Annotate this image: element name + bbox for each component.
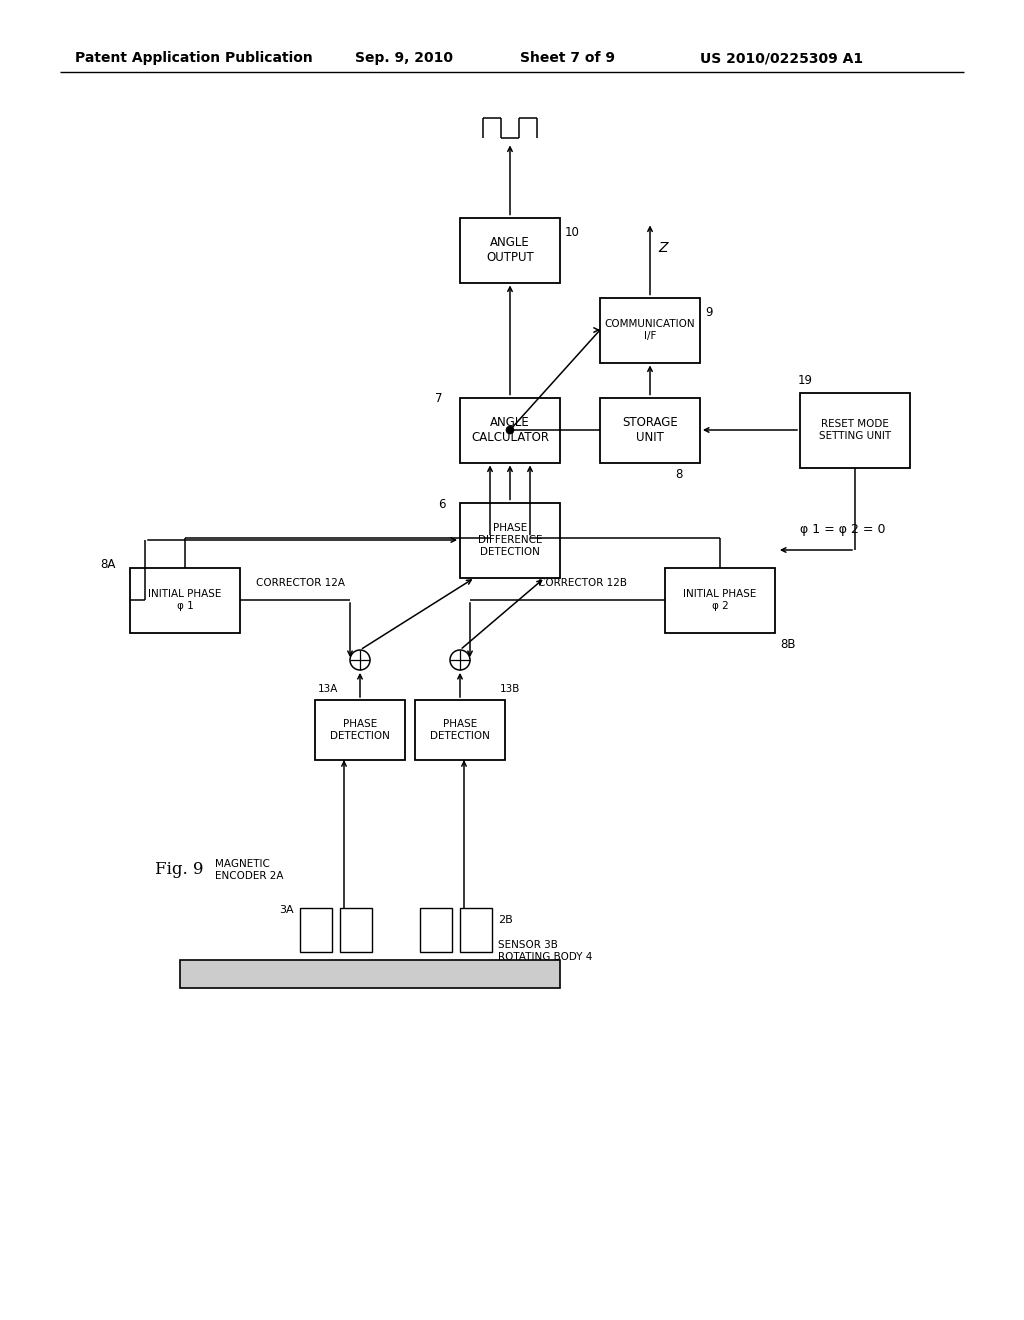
- Text: PHASE
DETECTION: PHASE DETECTION: [430, 719, 489, 741]
- Text: 13B: 13B: [500, 684, 520, 694]
- Text: φ 1 = φ 2 = 0: φ 1 = φ 2 = 0: [800, 524, 886, 536]
- Text: 7: 7: [435, 392, 442, 405]
- Text: PHASE
DIFFERENCE
DETECTION: PHASE DIFFERENCE DETECTION: [478, 524, 543, 557]
- Text: CORRECTOR 12B: CORRECTOR 12B: [538, 578, 627, 587]
- Text: 3A: 3A: [280, 906, 294, 915]
- Text: COMMUNICATION
I/F: COMMUNICATION I/F: [605, 319, 695, 341]
- Bar: [460, 397, 560, 462]
- Text: 19: 19: [798, 375, 813, 388]
- Text: INITIAL PHASE
φ 2: INITIAL PHASE φ 2: [683, 589, 757, 611]
- Text: 2B: 2B: [498, 915, 513, 925]
- Text: 9: 9: [705, 305, 713, 318]
- Text: Patent Application Publication: Patent Application Publication: [75, 51, 312, 65]
- Bar: [460, 218, 560, 282]
- Bar: [300, 908, 332, 952]
- Text: ANGLE
OUTPUT: ANGLE OUTPUT: [486, 236, 534, 264]
- Text: 13A: 13A: [318, 684, 338, 694]
- Text: 10: 10: [565, 226, 580, 239]
- Bar: [415, 700, 505, 760]
- Bar: [460, 908, 492, 952]
- Bar: [180, 960, 560, 987]
- Text: RESET MODE
SETTING UNIT: RESET MODE SETTING UNIT: [819, 420, 891, 441]
- Text: 8B: 8B: [780, 638, 796, 651]
- Text: INITIAL PHASE
φ 1: INITIAL PHASE φ 1: [148, 589, 221, 611]
- Bar: [460, 503, 560, 578]
- Bar: [800, 392, 910, 467]
- Circle shape: [506, 426, 514, 434]
- Text: ANGLE
CALCULATOR: ANGLE CALCULATOR: [471, 416, 549, 444]
- Text: 8A: 8A: [100, 557, 116, 570]
- Bar: [315, 700, 406, 760]
- Text: Fig. 9: Fig. 9: [155, 862, 204, 879]
- Text: US 2010/0225309 A1: US 2010/0225309 A1: [700, 51, 863, 65]
- Bar: [665, 568, 775, 632]
- Bar: [420, 908, 452, 952]
- Text: 8: 8: [675, 467, 682, 480]
- Text: STORAGE
UNIT: STORAGE UNIT: [623, 416, 678, 444]
- Bar: [600, 297, 700, 363]
- Bar: [600, 397, 700, 462]
- Text: Sep. 9, 2010: Sep. 9, 2010: [355, 51, 453, 65]
- Text: MAGNETIC
ENCODER 2A: MAGNETIC ENCODER 2A: [215, 859, 284, 880]
- Text: Z: Z: [658, 240, 668, 255]
- Bar: [130, 568, 240, 632]
- Text: 6: 6: [438, 498, 445, 511]
- Text: SENSOR 3B
ROTATING BODY 4: SENSOR 3B ROTATING BODY 4: [498, 940, 592, 961]
- Bar: [340, 908, 372, 952]
- Text: CORRECTOR 12A: CORRECTOR 12A: [256, 578, 344, 587]
- Text: PHASE
DETECTION: PHASE DETECTION: [330, 719, 390, 741]
- Text: Sheet 7 of 9: Sheet 7 of 9: [520, 51, 615, 65]
